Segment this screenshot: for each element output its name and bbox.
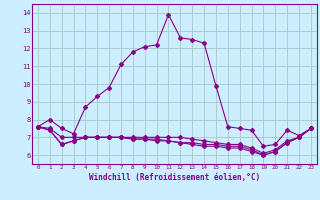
- X-axis label: Windchill (Refroidissement éolien,°C): Windchill (Refroidissement éolien,°C): [89, 173, 260, 182]
